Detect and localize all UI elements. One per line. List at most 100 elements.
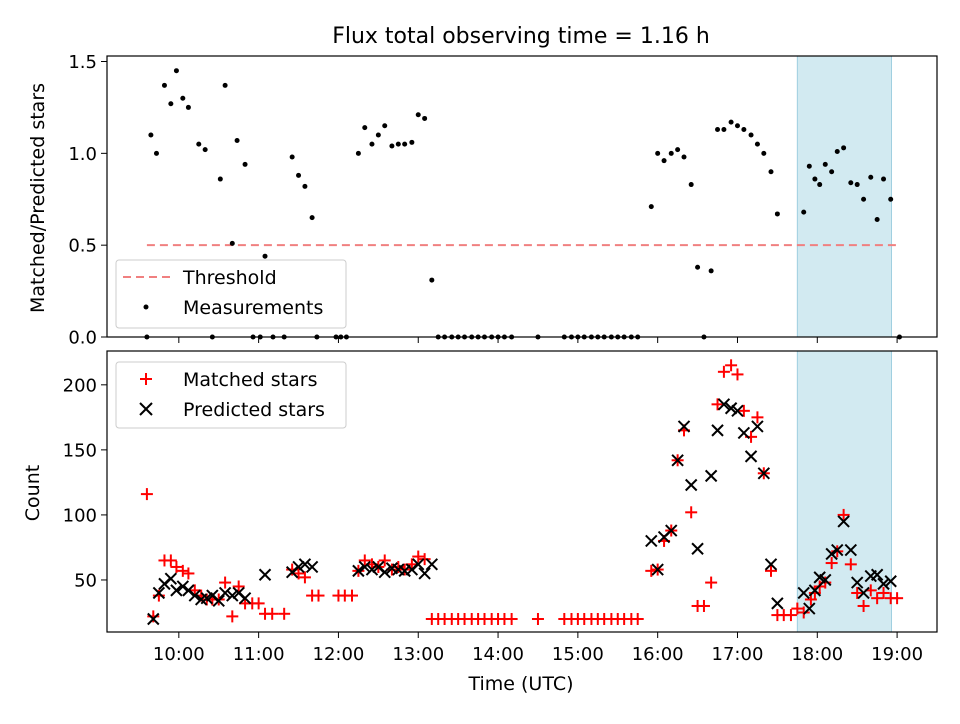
bottom-legend: Matched stars Predicted stars: [115, 361, 347, 429]
matched-star-point: [266, 607, 279, 620]
predicted-star-point: [352, 564, 365, 578]
top-y-tick-label: 1.0: [68, 144, 97, 165]
predicted-star-point: [226, 589, 239, 602]
legend-matched-swatch: [140, 373, 152, 385]
matched-star-point: [252, 597, 265, 610]
top-y-tick-label: 0.5: [68, 236, 97, 257]
predicted-star-point: [844, 543, 858, 557]
matched-star-point: [412, 550, 425, 563]
predicted-star-point: [238, 591, 252, 605]
predicted-star-point: [292, 560, 305, 574]
matched-star-point: [631, 612, 644, 625]
matched-star-point: [312, 589, 325, 602]
measurement-point: [196, 141, 202, 147]
measurement-point: [661, 158, 667, 164]
predicted-star-point: [425, 558, 439, 571]
predicted-star-point: [717, 398, 731, 411]
matched-star-point: [505, 612, 518, 625]
predicted-star-point: [757, 467, 771, 480]
measurement-point: [185, 104, 191, 110]
top-highlight-span-layer: [796, 55, 893, 338]
measurement-point: [748, 132, 754, 138]
measurement-point: [681, 154, 687, 160]
matched-star-point: [140, 488, 153, 501]
legend-measurements-swatch: [143, 304, 149, 310]
bottom-y-tick-label: 100: [63, 505, 97, 526]
matched-star-point: [791, 602, 804, 615]
measurement-point: [389, 143, 395, 149]
predicted-star-point: [305, 560, 319, 574]
predicted-star-point: [819, 573, 832, 587]
predicted-star-point: [684, 478, 698, 492]
measurement-point: [409, 139, 415, 145]
predicted-star-point: [731, 404, 744, 418]
predicted-star-point: [188, 589, 201, 602]
bottom-y-tick-label: 50: [74, 570, 97, 591]
predicted-star-point: [258, 568, 272, 581]
measurement-point: [355, 150, 361, 156]
matched-star-point: [837, 508, 850, 521]
legend-predicted-swatch: [139, 402, 153, 416]
predicted-star-point: [831, 543, 844, 557]
matched-star-point: [871, 592, 884, 605]
matched-star-point: [731, 368, 744, 381]
measurement-point: [668, 150, 674, 156]
matched-star-point: [851, 586, 864, 599]
matched-star-point: [232, 580, 245, 593]
predicted-star-point: [365, 563, 379, 576]
legend-threshold-label: Threshold: [182, 267, 277, 289]
predicted-star-point: [671, 454, 684, 467]
predicted-star-point: [751, 420, 764, 433]
predicted-points-layer: [147, 398, 897, 626]
x-axis-label: Time (UTC): [467, 673, 573, 695]
measurement-point: [289, 154, 295, 160]
predicted-star-point: [212, 594, 225, 607]
measurement-point: [402, 141, 408, 147]
measurement-point: [222, 82, 228, 88]
top-panel: 0.0 0.5 1.0 1.5: [68, 52, 938, 349]
matched-star-point: [182, 567, 195, 580]
matched-star-point: [170, 560, 183, 573]
matched-star-point: [278, 607, 291, 620]
measurement-point: [848, 180, 854, 186]
measurement-point: [262, 253, 268, 259]
top-y-axis-label: Matched/Predicted stars: [27, 83, 49, 313]
predicted-star-point: [164, 572, 178, 585]
matched-star-point: [176, 564, 189, 577]
matched-star-point: [825, 557, 838, 570]
measurement-point: [422, 115, 428, 121]
bottom-x-tick-label: 14:00: [472, 644, 524, 665]
measurement-point: [161, 82, 167, 88]
measurement-point: [234, 137, 240, 143]
matched-star-point: [219, 576, 232, 589]
matched-star-point: [378, 554, 391, 567]
matched-star-point: [418, 553, 431, 566]
bottom-x-tick-label: 16:00: [632, 644, 684, 665]
measurement-point: [881, 176, 887, 182]
matched-star-point: [877, 586, 890, 599]
measurement-point: [801, 209, 807, 215]
measurement-point: [888, 196, 894, 202]
measurement-point: [168, 101, 174, 107]
bottom-y-tick-label: 200: [63, 375, 97, 396]
measurement-point: [302, 183, 308, 189]
predicted-star-point: [691, 542, 704, 555]
matched-star-point: [784, 609, 797, 622]
measurement-point: [715, 126, 721, 132]
predicted-star-point: [418, 567, 431, 580]
measurement-point: [242, 161, 248, 167]
matched-star-point: [717, 365, 730, 378]
measurement-point: [728, 119, 734, 125]
bottom-x-tick-label: 15:00: [552, 644, 604, 665]
matched-star-point: [226, 610, 239, 623]
top-highlight-span: [796, 55, 893, 338]
measurement-point: [382, 123, 388, 129]
top-axes: 0.0 0.5 1.0 1.5: [68, 52, 938, 349]
predicted-star-point: [877, 577, 890, 591]
measurement-point: [362, 125, 368, 131]
predicted-star-point: [764, 558, 778, 571]
measurement-point: [395, 141, 401, 147]
predicted-star-point: [378, 565, 391, 579]
bottom-panel: 50 100 150 200 10:00 11:00 12:00 13:00 14:00 15:0…: [63, 350, 938, 665]
bottom-axes: 50 100 150 200 10:00 11:00 12:00 13:00 14:00 15:0…: [63, 350, 938, 665]
